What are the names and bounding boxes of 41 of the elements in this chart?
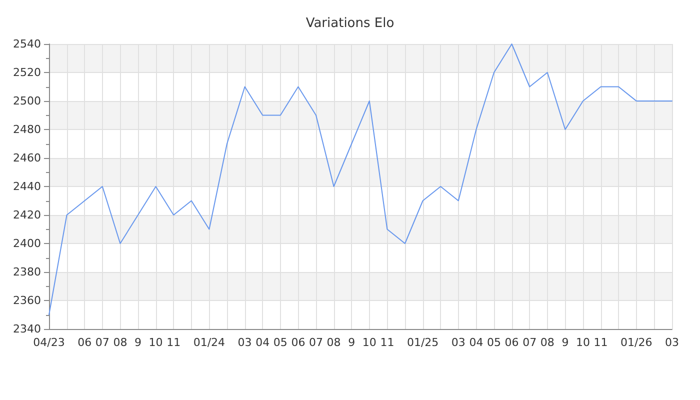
x-tick-label: 01/26 — [620, 336, 652, 349]
x-tick-label: 9 — [134, 336, 142, 349]
x-tick-label: 04 — [469, 336, 484, 349]
x-tick-label: 11 — [166, 336, 181, 349]
x-tick-label: 08 — [113, 336, 128, 349]
x-tick-label: 03 — [238, 336, 252, 349]
x-tick-label: 06 — [78, 336, 92, 349]
x-tick-label: 9 — [348, 336, 356, 349]
x-tick-label: 08 — [326, 336, 341, 349]
chart-title: Variations Elo — [306, 16, 394, 31]
x-tick-label: 10 — [148, 336, 163, 349]
y-tick-label: 2340 — [13, 322, 41, 336]
x-tick-label: 10 — [362, 336, 376, 349]
x-tick-label: 10 — [576, 336, 590, 349]
x-tick-label: 07 — [95, 336, 110, 349]
x-tick-label: 01/24 — [193, 336, 226, 349]
y-tick-label: 2400 — [13, 237, 41, 250]
x-tick-label: 05 — [273, 336, 288, 349]
x-tick-label: 06 — [504, 336, 519, 349]
x-tick-label: 11 — [380, 336, 394, 349]
y-tick-label: 2500 — [13, 94, 41, 108]
x-tick-label: 03 — [665, 336, 679, 349]
y-tick-label: 2420 — [13, 208, 41, 222]
x-tick-label: 01/25 — [406, 336, 439, 349]
x-tick-label: 07 — [522, 336, 537, 349]
y-tick-label: 2380 — [13, 266, 41, 278]
y-tick-label: 2460 — [13, 152, 41, 164]
y-tick-label: 2360 — [13, 294, 41, 307]
x-tick-label: 03 — [451, 336, 466, 349]
y-tick-label: 2440 — [13, 180, 41, 193]
x-tick-label: 05 — [487, 336, 501, 349]
x-tick-label: 08 — [540, 336, 554, 349]
x-tick-label: 04/23 — [33, 336, 65, 349]
y-tick-label: 2520 — [13, 66, 41, 79]
x-tick-label: 06 — [291, 336, 306, 349]
x-tick-label: 9 — [562, 336, 569, 349]
x-tick-label: 04 — [256, 336, 270, 349]
y-tick-label: 2540 — [13, 38, 41, 50]
x-tick-label: 11 — [594, 336, 608, 349]
y-tick-label: 2480 — [13, 123, 41, 136]
x-tick-label: 07 — [309, 336, 323, 349]
